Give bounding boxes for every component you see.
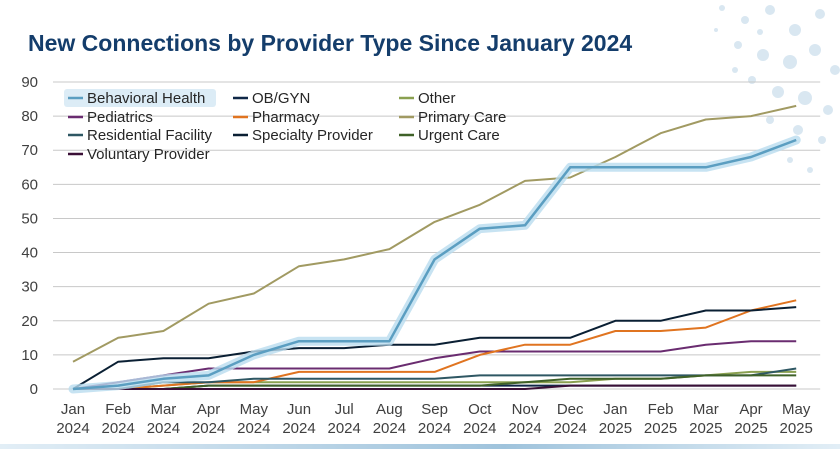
- chart-title: New Connections by Provider Type Since J…: [28, 30, 633, 56]
- series-line-pediatrics: [72, 340, 797, 390]
- y-axis: 0 10 20 30 40 50 60 70 80 90: [21, 74, 38, 398]
- legend-label-behavioral-health: Behavioral Health: [87, 90, 205, 107]
- x-tick-label: Feb 2025: [644, 401, 677, 437]
- x-axis: Jan 2024 Feb 2024 Mar 2024 Apr 2024 May 2024 Jun 20…: [56, 401, 813, 437]
- decorative-dot: [741, 16, 749, 24]
- decorative-dot: [787, 157, 793, 163]
- legend-label-urgent-care: Urgent Care: [418, 127, 500, 144]
- legend-label-pediatrics: Pediatrics: [87, 109, 153, 126]
- legend-label-voluntary-provider: Voluntary Provider: [87, 146, 210, 163]
- legend-label-pharmacy: Pharmacy: [252, 109, 320, 126]
- decorative-dot: [798, 91, 812, 105]
- series-line-primary-care: [72, 104, 797, 363]
- decorative-dot: [714, 28, 718, 32]
- decorative-dot: [809, 44, 821, 56]
- legend-label-ob-gyn: OB/GYN: [252, 90, 310, 107]
- decorative-dot: [757, 49, 769, 61]
- decorative-dot: [772, 86, 784, 98]
- decorative-dot: [830, 65, 840, 75]
- series-line-behavioral-health: [72, 138, 797, 391]
- series-line-urgent-care: [73, 374, 797, 390]
- x-tick-label: Apr 2025: [734, 401, 767, 437]
- y-tick-label: 90: [21, 74, 38, 91]
- bottom-accent-bar: [0, 444, 840, 449]
- x-tick-label: Apr 2024: [192, 401, 225, 437]
- decorative-dot: [789, 24, 801, 36]
- y-tick-label: 50: [21, 210, 38, 227]
- decorative-dot: [734, 41, 742, 49]
- legend-highlight: [64, 89, 216, 107]
- decorative-dot: [793, 125, 803, 135]
- x-tick-label: Jul 2024: [328, 401, 361, 437]
- x-tick-label: May 2024: [237, 401, 270, 437]
- decorative-dot: [815, 9, 825, 19]
- series-line-specialty-provider: [72, 306, 797, 390]
- series-line-residential-facility: [73, 367, 797, 390]
- x-tick-label: Nov 2024: [508, 401, 541, 437]
- decorative-dot: [748, 76, 756, 84]
- decorative-dot: [766, 116, 774, 124]
- x-tick-label: Jan 2025: [599, 401, 632, 437]
- decorative-dot: [732, 67, 738, 73]
- y-tick-label: 0: [30, 381, 38, 398]
- y-tick-label: 20: [21, 313, 38, 330]
- decorative-dot: [783, 55, 797, 69]
- x-tick-label: Mar 2024: [147, 401, 180, 437]
- y-tick-label: 10: [21, 347, 38, 364]
- decorative-dot: [807, 167, 813, 173]
- legend-label-other: Other: [418, 90, 456, 107]
- x-tick-label: Jan 2024: [56, 401, 89, 437]
- decorative-dots: [714, 5, 840, 173]
- legend-label-primary-care: Primary Care: [418, 109, 506, 126]
- y-tick-label: 40: [21, 245, 38, 262]
- y-tick-label: 70: [21, 142, 38, 159]
- x-tick-label: Jun 2024: [282, 401, 315, 437]
- x-tick-label: May 2025: [780, 401, 813, 437]
- x-tick-label: Feb 2024: [102, 401, 135, 437]
- x-tick-label: Sep 2024: [418, 401, 451, 437]
- x-tick-label: Oct 2024: [463, 401, 496, 437]
- series-line-pharmacy: [73, 299, 797, 390]
- series-glow-behavioral-health: [68, 135, 801, 394]
- legend: Behavioral Health OB/GYN Other Pediatrics Ph…: [64, 89, 506, 163]
- x-tick-label: Mar 2025: [689, 401, 722, 437]
- decorative-dot: [719, 5, 725, 11]
- legend-label-residential-facility: Residential Facility: [87, 127, 213, 144]
- decorative-dot: [757, 29, 763, 35]
- x-tick-label: Dec 2024: [554, 401, 587, 437]
- legend-label-specialty-provider: Specialty Provider: [252, 127, 373, 144]
- y-tick-label: 30: [21, 279, 38, 296]
- series-lines: [68, 104, 801, 394]
- decorative-dot: [765, 5, 775, 15]
- y-tick-label: 80: [21, 108, 38, 125]
- x-tick-label: Aug 2024: [373, 401, 406, 437]
- series-line-voluntary-provider: [73, 384, 797, 390]
- decorative-dot: [818, 136, 826, 144]
- y-tick-label: 60: [21, 176, 38, 193]
- decorative-dot: [823, 105, 833, 115]
